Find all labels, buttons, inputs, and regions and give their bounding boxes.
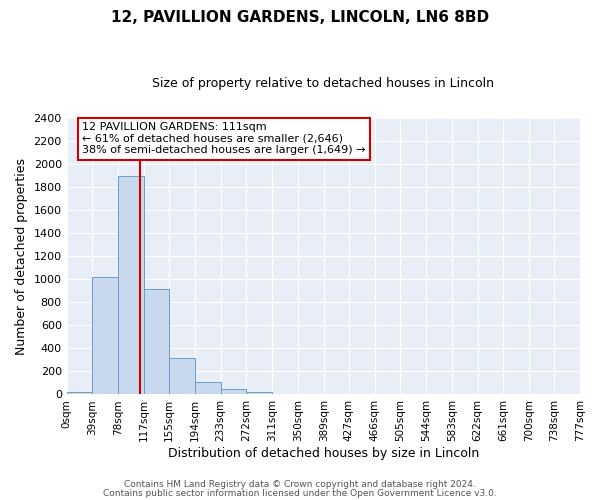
Text: Contains public sector information licensed under the Open Government Licence v3: Contains public sector information licen…	[103, 489, 497, 498]
Bar	[67, 392, 92, 394]
Text: 12 PAVILLION GARDENS: 111sqm
← 61% of detached houses are smaller (2,646)
38% of: 12 PAVILLION GARDENS: 111sqm ← 61% of de…	[82, 122, 365, 156]
X-axis label: Distribution of detached houses by size in Lincoln: Distribution of detached houses by size …	[168, 447, 479, 460]
Title: Size of property relative to detached houses in Lincoln: Size of property relative to detached ho…	[152, 78, 494, 90]
Bar	[195, 382, 221, 394]
Bar	[92, 277, 118, 394]
Y-axis label: Number of detached properties: Number of detached properties	[15, 158, 28, 355]
Bar	[247, 392, 272, 394]
Bar	[221, 388, 247, 394]
Text: Contains HM Land Registry data © Crown copyright and database right 2024.: Contains HM Land Registry data © Crown c…	[124, 480, 476, 489]
Bar	[118, 176, 144, 394]
Bar	[144, 288, 169, 395]
Text: 12, PAVILLION GARDENS, LINCOLN, LN6 8BD: 12, PAVILLION GARDENS, LINCOLN, LN6 8BD	[111, 10, 489, 25]
Bar	[169, 358, 195, 395]
